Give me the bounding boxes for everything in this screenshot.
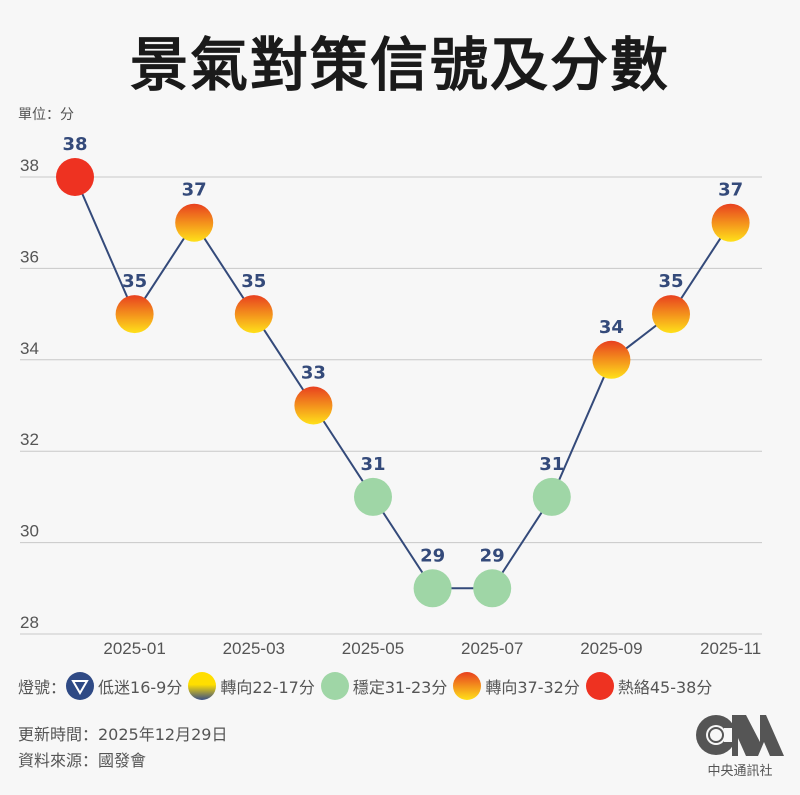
legend-item-green: 穩定31-23分 <box>320 672 447 700</box>
x-axis-labels: 2025-01 2025-03 2025-05 2025-07 2025-09 2025-… <box>103 639 761 658</box>
data-point-yellow-red <box>234 295 273 334</box>
x-tick-label: 2025-09 <box>580 639 642 658</box>
logo-caption: 中央通訊社 <box>707 764 773 779</box>
y-tick-label: 34 <box>20 339 39 358</box>
legend-label: 燈號： <box>18 678 67 697</box>
data-point-yellow-red <box>115 295 154 334</box>
y-tick-label: 32 <box>20 430 39 449</box>
legend-item-blue: 低迷16-9分 <box>66 672 182 700</box>
y-axis-labels: 28 30 32 34 36 38 <box>20 156 39 632</box>
data-label: 33 <box>301 363 326 384</box>
down-triangle-icon <box>66 672 95 700</box>
data-point-yellow-red <box>711 203 750 242</box>
footer: 更新時間：2025年12月29日 資料來源：國發會 <box>18 722 227 774</box>
cna-logo-icon <box>696 715 784 756</box>
red-dot-icon <box>585 672 614 700</box>
series-line: 38 35 37 35 33 31 29 29 31 34 35 37 <box>56 134 750 608</box>
x-tick-label: 2025-05 <box>342 639 404 658</box>
data-label: 35 <box>658 271 683 292</box>
data-label: 29 <box>480 545 505 566</box>
y-tick-label: 38 <box>20 156 39 175</box>
data-point-green <box>354 477 392 516</box>
green-dot-icon <box>320 672 349 700</box>
yellow-blue-dot-icon <box>188 672 217 700</box>
data-label: 37 <box>718 180 743 201</box>
data-label: 37 <box>182 180 207 201</box>
legend-item-yellow-blue: 轉向22-17分 <box>188 672 315 700</box>
gridlines <box>20 176 762 635</box>
data-point-yellow-red <box>294 386 333 425</box>
unit-label: 單位：分 <box>18 107 74 123</box>
data-point-green <box>413 569 452 608</box>
data-point-yellow-red <box>652 295 690 334</box>
y-tick-label: 30 <box>20 522 39 541</box>
data-label: 31 <box>360 454 385 475</box>
x-tick-label: 2025-11 <box>700 639 761 658</box>
data-label: 38 <box>62 134 87 155</box>
yellow-red-dot-icon <box>453 672 482 700</box>
data-label: 35 <box>122 271 147 292</box>
legend-item-red: 熱絡45-38分 <box>585 672 712 700</box>
updated-time: 更新時間：2025年12月29日 <box>18 725 228 744</box>
x-tick-label: 2025-01 <box>103 639 165 658</box>
x-tick-label: 2025-07 <box>461 639 523 658</box>
data-label: 31 <box>539 454 564 475</box>
cna-logo: 中央通訊社 <box>692 712 788 779</box>
data-label: 35 <box>241 271 266 292</box>
data-point-yellow-red <box>175 203 214 242</box>
data-source: 資料來源：國發會 <box>18 751 147 770</box>
y-tick-label: 36 <box>20 247 39 266</box>
data-line <box>74 176 732 590</box>
data-point-green <box>532 477 571 516</box>
data-point-red <box>56 158 94 196</box>
chart-title: 景氣對策信號及分數 <box>129 31 670 99</box>
legend-item-yellow-red: 轉向37-32分 <box>453 672 580 700</box>
data-label: 29 <box>420 545 445 566</box>
data-point-green <box>473 569 512 608</box>
data-label: 34 <box>599 317 624 338</box>
legend: 燈號： 低迷16-9分 轉向22-17分 穩定31-23分 轉向37-32分 熱… <box>18 672 718 700</box>
x-tick-label: 2025-03 <box>223 639 285 658</box>
y-tick-label: 28 <box>20 613 39 632</box>
data-point-yellow-red <box>592 340 631 379</box>
